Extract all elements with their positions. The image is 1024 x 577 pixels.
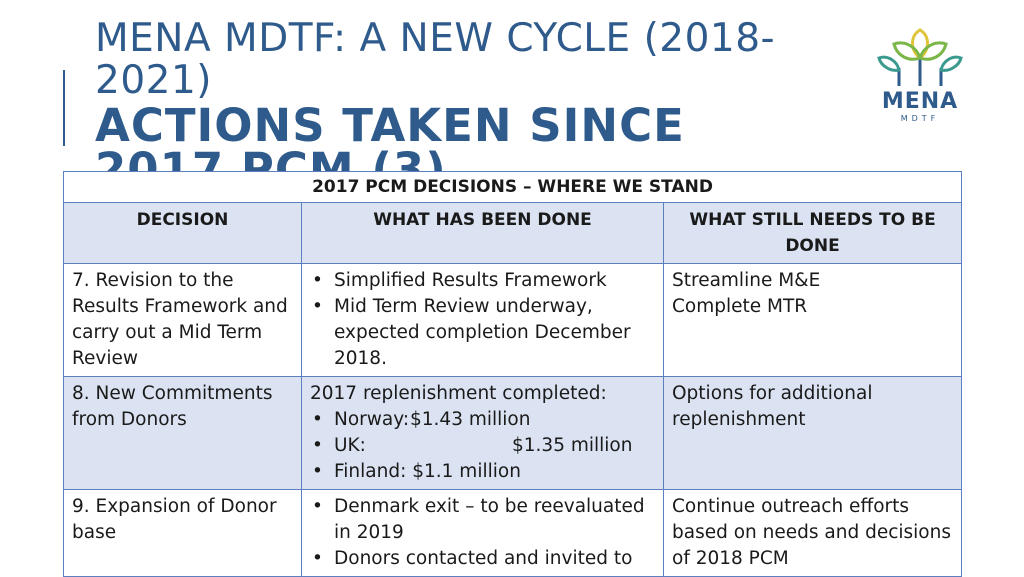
accent-bar xyxy=(63,70,65,146)
table-row: 9. Expansion of Donor base Denmark exit … xyxy=(63,489,963,577)
list-item: Finland: $1.1 million xyxy=(310,459,655,485)
todo-line: Complete MTR xyxy=(672,296,808,317)
header-done: WHAT HAS BEEN DONE xyxy=(301,202,664,264)
todo-cell: Streamline M&E Complete MTR xyxy=(662,263,963,377)
decision-cell: 9. Expansion of Donor base xyxy=(63,489,302,577)
list-item: UK: $1.35 million xyxy=(310,433,655,459)
list-item: Denmark exit – to be reevaluated in 2019 xyxy=(310,494,655,546)
table-caption: 2017 PCM DECISIONS – WHERE WE STAND xyxy=(62,171,963,203)
list-item: Donors contacted and invited to xyxy=(310,546,655,572)
slide-title: MENA MDTF: A NEW CYCLE (2018-2021) ACTIO… xyxy=(95,16,815,196)
logo-subword: MDTF xyxy=(900,114,940,123)
done-cell: Denmark exit – to be reevaluated in 2019… xyxy=(301,489,664,577)
title-line-2: ACTIONS TAKEN SINCE 2017 PCM (3) xyxy=(95,99,685,196)
list-item: Norway: $1.43 million xyxy=(310,407,655,433)
donor-amount: $1.43 million xyxy=(410,409,531,430)
donor-name: Norway: xyxy=(334,409,410,430)
pcm-decisions-table: 2017 PCM DECISIONS – WHERE WE STAND DECI… xyxy=(62,171,963,577)
done-intro: 2017 replenishment completed: xyxy=(310,383,607,404)
header-todo: WHAT STILL NEEDS TO BE DONE xyxy=(662,202,963,264)
donor-name: UK: xyxy=(334,435,366,456)
table-caption-row: 2017 PCM DECISIONS – WHERE WE STAND xyxy=(62,171,963,203)
table-row: 8. New Commitments from Donors 2017 repl… xyxy=(63,376,963,490)
done-cell: Simplified Results Framework Mid Term Re… xyxy=(301,263,664,377)
list-item: Mid Term Review underway, expected compl… xyxy=(310,294,655,372)
donor-amount: $1.35 million xyxy=(512,435,633,456)
todo-line: Streamline M&E xyxy=(672,270,821,291)
table-header-row: DECISION WHAT HAS BEEN DONE WHAT STILL N… xyxy=(63,202,963,264)
donor-name: Finland: xyxy=(334,461,407,482)
done-cell: 2017 replenishment completed: Norway: $1… xyxy=(301,376,664,490)
header-decision: DECISION xyxy=(63,202,302,264)
title-line-1: MENA MDTF: A NEW CYCLE (2018-2021) xyxy=(95,16,776,103)
donor-amount: $1.1 million xyxy=(412,461,521,482)
todo-cell: Continue outreach efforts based on needs… xyxy=(662,489,963,577)
list-item: Simplified Results Framework xyxy=(310,268,655,294)
leaf-sprout-icon xyxy=(877,28,963,86)
decision-cell: 7. Revision to the Results Framework and… xyxy=(63,263,302,377)
mena-mdtf-logo: MENA MDTF xyxy=(870,28,970,138)
logo-word: MENA xyxy=(881,89,959,114)
table-row: 7. Revision to the Results Framework and… xyxy=(63,263,963,377)
todo-cell: Options for additional replenishment xyxy=(662,376,963,490)
decision-cell: 8. New Commitments from Donors xyxy=(63,376,302,490)
